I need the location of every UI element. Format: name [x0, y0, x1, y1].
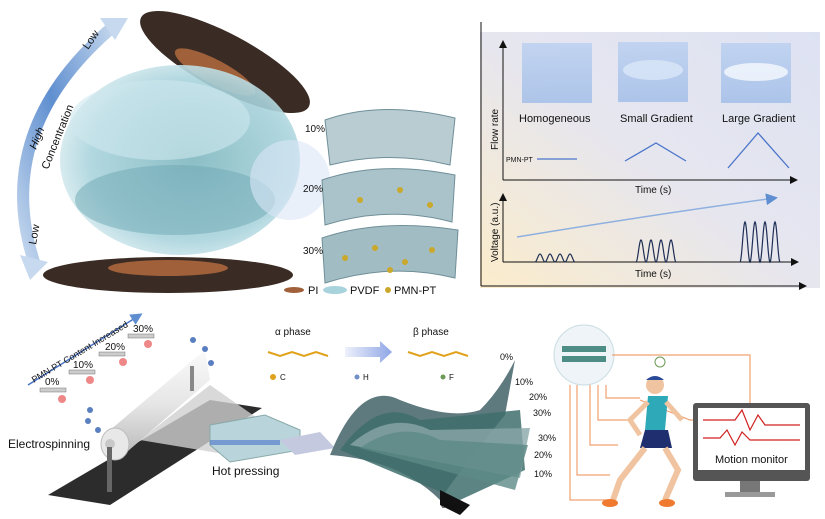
atom-label-h: H	[363, 373, 369, 382]
layer-label-1: 10%	[515, 377, 533, 387]
flow-rate-label: Flow rate	[490, 108, 501, 150]
phase-transition-arrow	[345, 341, 392, 363]
syringe-label-0: 0%	[45, 377, 60, 388]
cube-label-small: Small Gradient	[620, 113, 693, 125]
signal-trace-1	[703, 408, 800, 432]
layer-label-5: 20%	[534, 450, 552, 460]
alpha-phase-label: α phase	[275, 327, 311, 338]
legend: PI PVDF PMN-PT	[284, 285, 436, 297]
layer-label-0: 0%	[500, 352, 513, 362]
layer-label-3: 30%	[533, 408, 551, 418]
electrospinning-label: Electrospinning	[8, 437, 90, 451]
beta-phase-label: β phase	[413, 327, 449, 338]
layer-label-7: 0%	[441, 500, 454, 510]
syringe-label-20: 20%	[105, 342, 125, 353]
hot-press	[209, 414, 335, 463]
membrane-20	[321, 168, 456, 226]
syringe-label-30: 30%	[133, 324, 153, 335]
syringes	[39, 333, 214, 433]
cube-label-large: Large Gradient	[722, 113, 795, 125]
carbon-atom-icon	[270, 374, 276, 380]
flow-line-large	[727, 132, 790, 169]
bottom-plate	[43, 257, 293, 293]
light-beam	[250, 140, 330, 220]
membrane-label-10: 10%	[305, 124, 325, 135]
membrane-label-20: 20%	[303, 184, 323, 195]
membrane-10	[324, 109, 456, 166]
low-bottom-label: Low	[27, 224, 42, 246]
flow-line-small	[624, 142, 687, 162]
cube-label-homogeneous: Homogeneous	[519, 113, 591, 125]
layer-label-4: 30%	[538, 433, 556, 443]
legend-pmnpt-swatch	[385, 287, 391, 293]
sensor-device-lower	[562, 356, 606, 362]
voltage-wave-1	[534, 253, 576, 263]
hot-pressing-label: Hot pressing	[212, 464, 279, 478]
motion-monitor-label: Motion monitor	[715, 454, 788, 466]
fiber-mass	[60, 65, 300, 255]
trend-arrow	[516, 193, 778, 238]
bottom-xlabel: Time (s)	[635, 269, 671, 280]
cube-small-gradient	[618, 42, 688, 102]
atom-label-c: C	[280, 373, 286, 382]
atom-label-f: F	[449, 373, 454, 382]
legend-pmnpt: PMN-PT	[394, 285, 436, 297]
beta-chain	[407, 350, 469, 358]
signal-trace-2	[703, 428, 800, 447]
top-xlabel: Time (s)	[635, 185, 671, 196]
legend-pvdf-swatch	[323, 286, 347, 294]
voltage-label: Voltage (a.u.)	[490, 203, 501, 262]
electrospinning-setup	[48, 350, 262, 505]
legend-pi: PI	[308, 285, 318, 297]
hydrogen-atom-icon	[354, 374, 360, 380]
legend-pi-swatch	[284, 287, 304, 293]
voltage-wave-3	[739, 220, 781, 264]
pmnpt-series-label: PMN-PT	[506, 157, 534, 164]
fluorine-atom-icon	[440, 374, 446, 380]
sensor-device	[562, 346, 606, 352]
membrane-30	[321, 225, 459, 284]
layer-label-2: 20%	[529, 392, 547, 402]
sensor-magnified-bubble	[553, 324, 615, 386]
alpha-chain	[267, 350, 329, 358]
location-pin-icon	[654, 356, 666, 368]
concentration-arrow	[17, 18, 128, 280]
voltage-wave-2	[635, 239, 677, 263]
content-increase-arrow	[27, 313, 143, 386]
layered-films	[330, 360, 530, 515]
cube-large-gradient	[721, 43, 791, 103]
layer-label-6: 10%	[534, 469, 552, 479]
gradient-panel	[480, 22, 820, 290]
legend-pvdf: PVDF	[350, 285, 380, 297]
membrane-label-30: 30%	[303, 246, 323, 257]
runner-figure	[602, 376, 684, 507]
syringe-label-10: 10%	[73, 360, 93, 371]
monitor	[693, 403, 810, 497]
cube-homogeneous	[522, 43, 592, 103]
